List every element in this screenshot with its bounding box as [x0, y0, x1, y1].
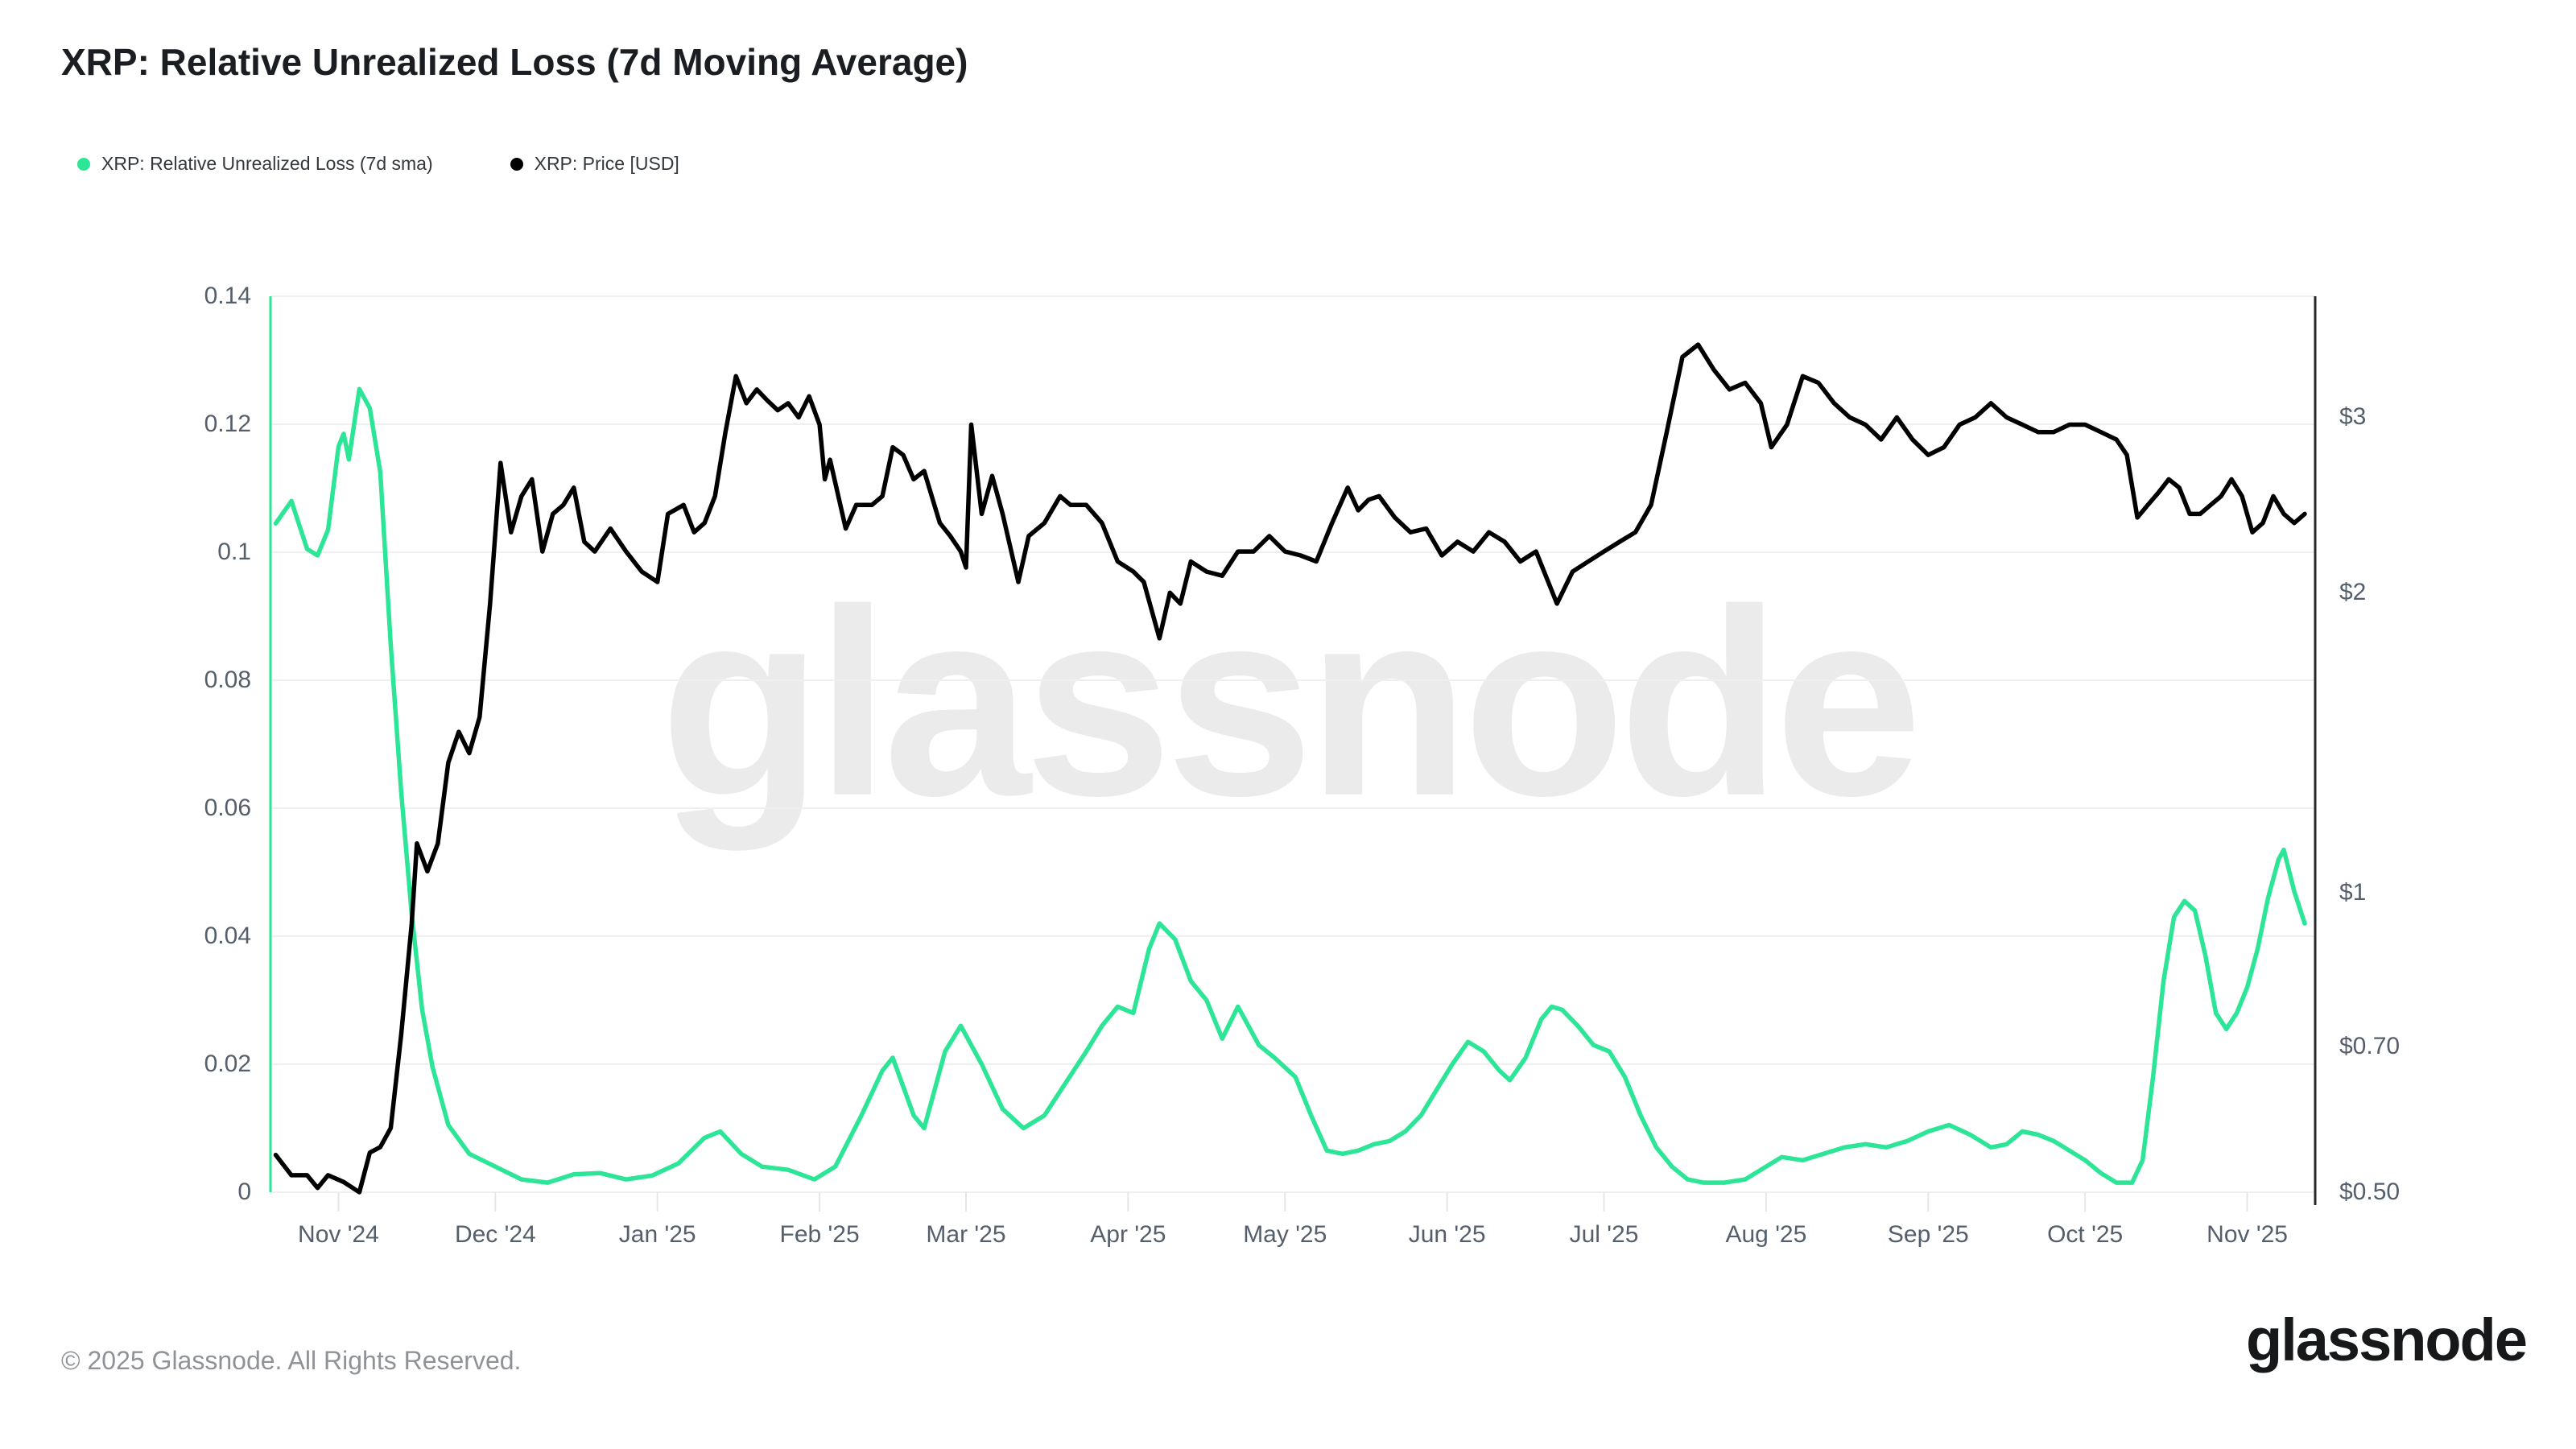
legend-dot-black-icon: [510, 157, 523, 171]
left-axis-tick: 0.08: [204, 667, 251, 693]
right-axis-tick: $3: [2339, 403, 2367, 431]
x-axis-tick: Feb '25: [779, 1221, 860, 1248]
legend-item-price[interactable]: XRP: Price [USD]: [510, 153, 679, 175]
legend-label-unrealized-loss: XRP: Relative Unrealized Loss (7d sma): [101, 153, 433, 174]
series-line-price[interactable]: [273, 342, 2307, 1195]
legend-label-price: XRP: Price [USD]: [534, 153, 679, 174]
left-axis-tick: 0.02: [204, 1051, 251, 1077]
x-axis-tick: Nov '24: [298, 1221, 379, 1248]
right-axis-tick: $0.70: [2339, 1033, 2401, 1060]
series-line-unrealized-loss[interactable]: [273, 386, 2307, 1185]
x-axis-tick: May '25: [1243, 1221, 1327, 1248]
copyright-text: © 2025 Glassnode. All Rights Reserved.: [61, 1346, 522, 1375]
legend-dot-green-icon: [77, 157, 90, 171]
x-axis-tick: Oct '25: [2047, 1221, 2124, 1248]
glassnode-watermark: glassnode: [659, 553, 1922, 851]
right-axis-tick: $2: [2339, 579, 2367, 606]
left-axis-tick: 0: [237, 1179, 251, 1205]
right-axis-tick: $1: [2339, 878, 2367, 906]
left-axis-tick: 0.1: [217, 539, 251, 565]
left-axis-tick: 0.12: [204, 411, 251, 437]
legend-item-unrealized-loss[interactable]: XRP: Relative Unrealized Loss (7d sma): [77, 153, 433, 175]
left-axis-tick: 0.04: [204, 923, 251, 949]
x-axis-tick: Aug '25: [1725, 1221, 1807, 1248]
x-axis-tick: Apr '25: [1090, 1221, 1166, 1248]
x-axis-tick: Nov '25: [2207, 1221, 2288, 1248]
x-axis-tick: Jun '25: [1408, 1221, 1486, 1248]
right-axis-tick: $0.50: [2339, 1179, 2401, 1205]
x-axis-tick: Jan '25: [618, 1221, 696, 1248]
x-axis-tick: Mar '25: [926, 1221, 1006, 1248]
x-axis-tick: Dec '24: [454, 1221, 536, 1248]
x-axis-tick: Sep '25: [1887, 1221, 1969, 1248]
legend: XRP: Relative Unrealized Loss (7d sma) X…: [77, 153, 679, 175]
page-title: XRP: Relative Unrealized Loss (7d Moving…: [61, 41, 968, 83]
left-axis-tick: 0.14: [204, 283, 251, 309]
glassnode-logo: glassnode: [2246, 1307, 2528, 1373]
left-axis-tick: 0.06: [204, 795, 251, 821]
x-axis-tick: Jul '25: [1569, 1221, 1639, 1248]
